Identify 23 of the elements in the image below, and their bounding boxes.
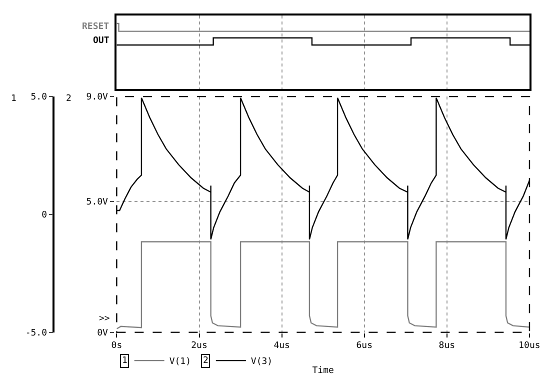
y2-tick-label: 9.0V [86, 92, 109, 103]
series-label: RESET [82, 22, 110, 32]
x-tick-label: 6us [356, 341, 373, 352]
x-tick-label: 2us [191, 341, 208, 352]
y-tick-label: 0 [42, 210, 48, 221]
line-series [116, 241, 530, 330]
y-tick-label: 5.0 [30, 92, 48, 103]
x-tick-label: 0s [111, 341, 122, 352]
series-label: OUT [93, 36, 110, 46]
text: 1 [11, 94, 16, 104]
legend-label: V(3) [250, 357, 273, 368]
y2-tick-label: 5.0V [86, 197, 109, 208]
x-axis-title: Time [312, 366, 334, 376]
x-tick-label: 4us [274, 341, 290, 352]
text: 2 [203, 356, 208, 366]
y2-tick-label: 0V [97, 328, 109, 338]
x-tick-label: 8us [438, 341, 456, 352]
x-tick-label: 10us [518, 341, 540, 352]
legend-label: V(1) [169, 357, 192, 368]
y-tick-label: -5.0 [25, 328, 48, 338]
text: 2 [66, 94, 72, 104]
text: 1 [122, 356, 128, 366]
text: >> [99, 314, 110, 324]
